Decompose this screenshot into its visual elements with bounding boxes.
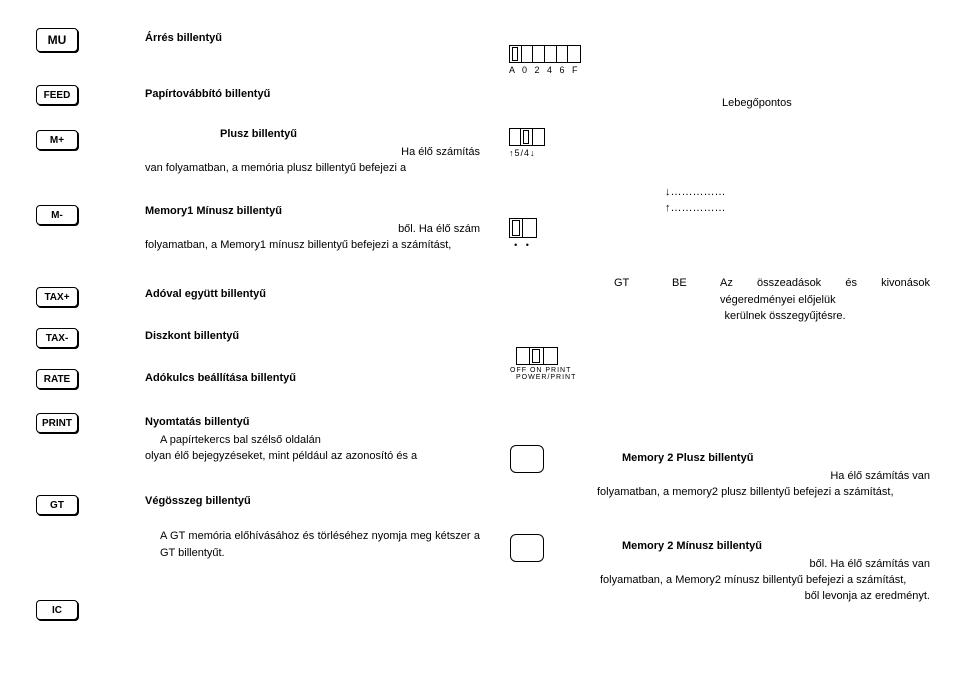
gt-desc: A GT memória előhívásához és törléséhez … bbox=[160, 528, 480, 561]
m2plus-desc2: folyamatban, a memory2 plusz billentyű b… bbox=[597, 484, 930, 501]
print-desc2: olyan élő bejegyzéseket, mint például az… bbox=[145, 448, 480, 465]
feed-key-text: FEED bbox=[44, 90, 71, 101]
gt-be-desc1: Az összeadások és kivonások végeredménye… bbox=[720, 275, 930, 308]
mminus-desc1: ből. Ha élő szám bbox=[330, 221, 480, 238]
taxplus-key: TAX+ bbox=[36, 287, 78, 307]
print-key-text: PRINT bbox=[42, 418, 72, 429]
rounding-switch: ↑5/4↓ bbox=[509, 128, 545, 158]
m2minus-desc3: ből levonja az eredményt. bbox=[790, 588, 930, 605]
mu-key: MU bbox=[36, 28, 78, 52]
taxminus-key: TAX- bbox=[36, 328, 78, 348]
arrow-down-text: ↓…………… bbox=[665, 186, 726, 198]
m2minus-desc1: ből. Ha élő számítás van bbox=[800, 556, 930, 573]
mminus-key-text: M- bbox=[51, 210, 63, 221]
taxminus-label: Diszkont billentyű bbox=[145, 330, 239, 342]
taxminus-key-text: TAX- bbox=[46, 333, 69, 344]
feed-key: FEED bbox=[36, 85, 78, 105]
power-switch-line1: OFF ON PRINT bbox=[510, 367, 576, 374]
gt-be-desc2: kerülnek összegyűjtésre. bbox=[640, 308, 930, 325]
mminus-desc2: folyamatban, a Memory1 mínusz billentyű … bbox=[145, 237, 480, 254]
be-text: BE bbox=[672, 275, 687, 292]
mplus-label: Plusz billentyű bbox=[220, 128, 297, 140]
m2plus-box bbox=[510, 445, 544, 473]
rounding-switch-labels: ↑5/4↓ bbox=[509, 148, 545, 158]
rate-key-text: RATE bbox=[44, 374, 70, 385]
ic-key: IC bbox=[36, 600, 78, 620]
mu-label: Árrés billentyű bbox=[145, 32, 222, 44]
arrow-up-text: ↑…………… bbox=[665, 202, 726, 214]
gt-label: Végösszeg billentyű bbox=[145, 495, 251, 507]
decimal-switch: A 0 2 4 6 F bbox=[509, 45, 581, 75]
print-desc1: A papírtekercs bal szélső oldalán bbox=[160, 432, 480, 449]
m2minus-label: Memory 2 Mínusz billentyű bbox=[622, 540, 762, 552]
mplus-desc1: Ha élő számítás bbox=[380, 144, 480, 161]
mminus-label: Memory1 Mínusz billentyű bbox=[145, 205, 282, 217]
mminus-key: M- bbox=[36, 205, 78, 225]
m2minus-desc2: folyamatban, a Memory2 mínusz billentyű … bbox=[600, 572, 930, 589]
floating-label: Lebegőpontos bbox=[722, 95, 792, 112]
gt-key-text: GT bbox=[50, 500, 64, 511]
m2minus-box bbox=[510, 534, 544, 562]
feed-label: Papírtovábbító billentyű bbox=[145, 88, 270, 100]
decimal-switch-labels: A 0 2 4 6 F bbox=[509, 65, 581, 75]
mplus-key-text: M+ bbox=[50, 135, 64, 146]
gt-text: GT bbox=[614, 275, 629, 292]
m2plus-desc1: Ha élő számítás van bbox=[820, 468, 930, 485]
taxplus-key-text: TAX+ bbox=[44, 292, 69, 303]
m2plus-label: Memory 2 Plusz billentyű bbox=[622, 452, 753, 464]
power-switch: OFF ON PRINT POWER/PRINT bbox=[516, 347, 576, 381]
print-key: PRINT bbox=[36, 413, 78, 433]
print-label: Nyomtatás billentyű bbox=[145, 416, 250, 428]
mu-key-text: MU bbox=[48, 33, 67, 47]
rate-key: RATE bbox=[36, 369, 78, 389]
ic-key-text: IC bbox=[52, 605, 62, 616]
mplus-key: M+ bbox=[36, 130, 78, 150]
rate-label: Adókulcs beállítása billentyű bbox=[145, 372, 296, 384]
mplus-desc2: van folyamatban, a memória plusz billent… bbox=[145, 160, 480, 177]
taxplus-label: Adóval együtt billentyű bbox=[145, 288, 266, 300]
power-switch-line2: POWER/PRINT bbox=[516, 374, 576, 381]
gt-switch: • • bbox=[509, 218, 537, 250]
gt-key: GT bbox=[36, 495, 78, 515]
